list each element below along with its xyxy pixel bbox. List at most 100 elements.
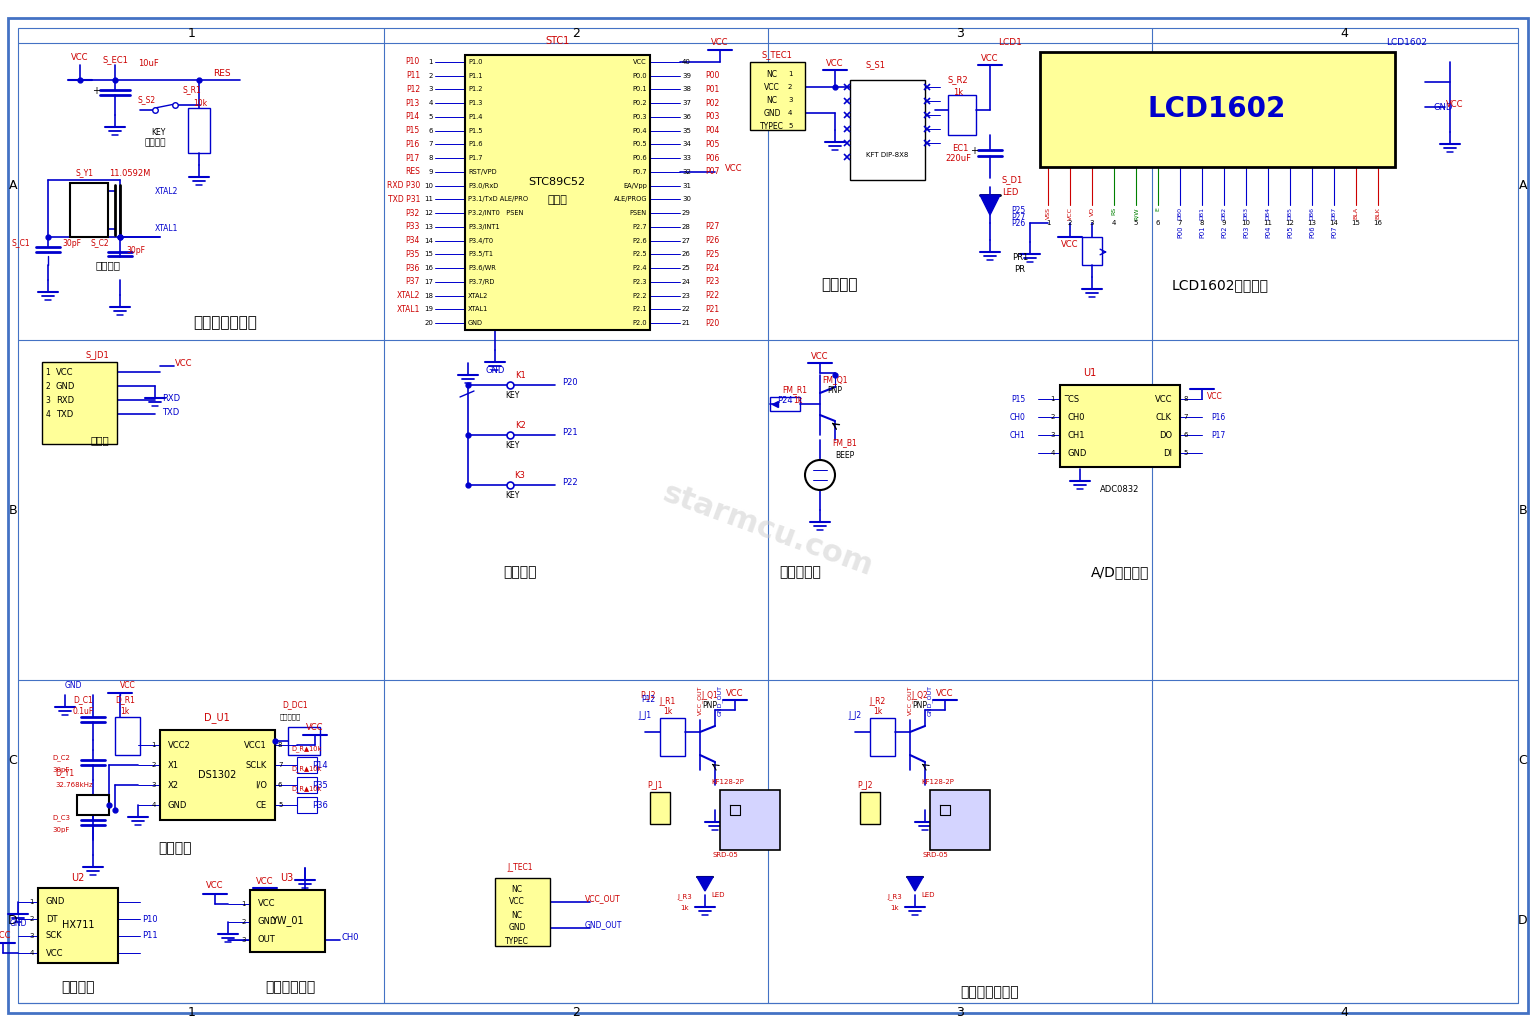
Text: 2: 2	[429, 72, 433, 79]
Bar	[296, 777, 316, 793]
Text: P35: P35	[406, 250, 419, 259]
Text: 1: 1	[29, 900, 34, 905]
Text: P16: P16	[406, 140, 419, 149]
Text: 4: 4	[1051, 450, 1055, 456]
Bar	[465, 55, 650, 330]
Text: 下载口: 下载口	[91, 435, 109, 445]
Text: VCC: VCC	[811, 351, 829, 360]
Polygon shape	[980, 195, 1000, 215]
Text: P14: P14	[312, 761, 327, 770]
Text: J_J2: J_J2	[848, 711, 862, 720]
Text: 1: 1	[788, 71, 793, 77]
Text: TXD: TXD	[161, 407, 180, 417]
Text: 36: 36	[682, 114, 691, 119]
Text: VCC_OUT: VCC_OUT	[585, 894, 621, 904]
Text: P07: P07	[1332, 226, 1336, 238]
Text: XTAL2: XTAL2	[396, 291, 419, 300]
Text: 4: 4	[152, 803, 157, 808]
Text: VCC: VCC	[206, 880, 224, 889]
Text: EA/Vpp: EA/Vpp	[624, 183, 647, 189]
Text: NC: NC	[766, 69, 777, 79]
Text: D_U1: D_U1	[204, 713, 230, 724]
Text: 4: 4	[1339, 1007, 1349, 1020]
Text: 3: 3	[46, 395, 51, 404]
Text: RES: RES	[406, 167, 419, 177]
Text: 3: 3	[955, 1007, 965, 1020]
Text: 32.768kHz: 32.768kHz	[55, 782, 92, 788]
Bar	[296, 797, 316, 813]
Text: 按键复位: 按键复位	[144, 139, 166, 147]
Text: D: D	[8, 914, 18, 926]
Text: P16: P16	[1210, 412, 1226, 422]
Bar	[41, 362, 117, 444]
Text: PR: PR	[1014, 264, 1026, 274]
Text: D: D	[1518, 914, 1528, 926]
Text: P3.7/RD: P3.7/RD	[468, 279, 495, 285]
Text: STC89C52: STC89C52	[528, 177, 585, 187]
Text: 20: 20	[424, 321, 433, 326]
Text: DB6: DB6	[1310, 207, 1315, 220]
Text: 6: 6	[429, 128, 433, 134]
Text: 4: 4	[1112, 220, 1117, 226]
Text: 3: 3	[429, 87, 433, 92]
Text: 1k: 1k	[952, 88, 963, 97]
Text: P0.0: P0.0	[633, 72, 647, 79]
Text: P06: P06	[1309, 226, 1315, 238]
Text: ALE/PROG: ALE/PROG	[613, 196, 647, 202]
Text: XTAL1: XTAL1	[155, 224, 178, 233]
Text: NC: NC	[511, 884, 522, 893]
Text: P_J2: P_J2	[641, 690, 656, 699]
Bar	[869, 718, 895, 756]
Text: CH1: CH1	[1009, 431, 1025, 439]
Text: 31: 31	[682, 183, 691, 189]
Text: S_TEC1: S_TEC1	[762, 50, 793, 59]
Text: 1k: 1k	[874, 708, 883, 717]
Text: 11.0592M: 11.0592M	[109, 168, 151, 178]
Text: 1k: 1k	[891, 905, 899, 911]
Text: DO: DO	[1158, 431, 1172, 439]
Text: P3.2/INT0   PSEN: P3.2/INT0 PSEN	[468, 210, 524, 216]
Bar	[187, 108, 210, 153]
Bar	[849, 80, 925, 180]
Text: P1.3: P1.3	[468, 100, 482, 106]
Text: GND: GND	[468, 321, 482, 326]
Text: STC1: STC1	[545, 36, 570, 46]
Text: P17: P17	[1210, 431, 1226, 439]
Text: P2.0: P2.0	[633, 321, 647, 326]
Text: GND: GND	[55, 382, 75, 390]
Text: P21: P21	[705, 305, 719, 313]
Text: P36: P36	[312, 800, 329, 810]
Text: DT: DT	[46, 915, 57, 924]
Text: 单片机最小系统: 单片机最小系统	[194, 315, 257, 331]
Text: 3: 3	[29, 933, 34, 939]
Text: VCC: VCC	[1155, 394, 1172, 403]
Bar	[650, 792, 670, 824]
Bar	[289, 727, 319, 755]
Text: VCC: VCC	[711, 39, 728, 47]
Text: 4: 4	[29, 950, 34, 956]
Text: 水位检测模块: 水位检测模块	[264, 980, 315, 994]
Text: I/O: I/O	[255, 780, 267, 789]
Text: +: +	[92, 86, 100, 96]
Text: 1: 1	[152, 742, 157, 748]
Text: 12: 12	[424, 210, 433, 216]
Text: SRD-05: SRD-05	[922, 852, 948, 858]
Text: VCC: VCC	[175, 358, 192, 368]
Text: LED: LED	[711, 892, 725, 898]
Text: 3: 3	[788, 97, 793, 103]
Text: P11: P11	[143, 931, 158, 940]
Bar	[77, 795, 109, 815]
Text: VCC: VCC	[508, 897, 525, 907]
Text: 4: 4	[429, 100, 433, 106]
Text: 时钟电路: 时钟电路	[158, 841, 192, 855]
Text: FM_Q1: FM_Q1	[822, 376, 848, 385]
Text: P36: P36	[406, 263, 419, 273]
Text: P04: P04	[1266, 226, 1270, 238]
Text: S_S1: S_S1	[865, 60, 885, 69]
Text: 21: 21	[682, 321, 691, 326]
Text: LED: LED	[1001, 188, 1018, 196]
Text: P35: P35	[312, 780, 327, 789]
Text: D_C1: D_C1	[74, 695, 92, 704]
Bar	[71, 183, 108, 237]
Text: DI: DI	[1163, 448, 1172, 457]
